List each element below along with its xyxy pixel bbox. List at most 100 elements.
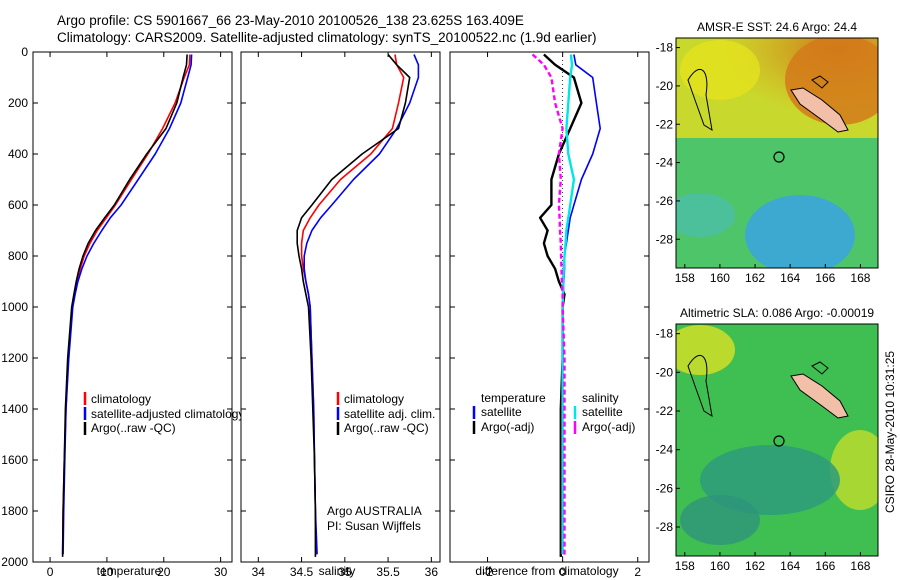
vanuatu-coastline xyxy=(811,361,829,375)
csiro-timestamp: CSIRO 28-May-2010 10:31:25 xyxy=(883,351,897,513)
map-y-tick-label: -24 xyxy=(656,156,674,170)
legend-climatology-label: climatology xyxy=(91,392,151,406)
sst-map-axes: 158 160 162 164 166 168 -18 -20 -22 -24 -26 -28 xyxy=(656,41,871,285)
temperature-plot-area xyxy=(32,51,233,563)
sla-map-axes: 158 160 162 164 166 168 -18 -20 -22 -24 -26 -28 xyxy=(656,327,871,573)
legend-climatology-label: climatology xyxy=(344,392,404,406)
chesterfield-coastline xyxy=(687,354,713,418)
x-tick-label: 35 xyxy=(338,565,352,579)
x-tick-label: 0 xyxy=(559,565,566,579)
map-x-tick-label: 166 xyxy=(815,559,835,573)
title-line-2: Climatology: CARS2009. Satellite-adjuste… xyxy=(57,30,597,45)
sla-field xyxy=(676,324,878,556)
map-y-tick-label: -24 xyxy=(656,443,674,457)
x-tick-label: -2 xyxy=(482,565,493,579)
map-y-tick-label: -20 xyxy=(656,79,674,93)
map-y-tick-label: -18 xyxy=(656,41,674,55)
sst-cool-patch xyxy=(676,193,735,237)
sst-field xyxy=(676,38,878,268)
map-y-tick-label: -20 xyxy=(656,365,674,379)
map-y-tick-label: -22 xyxy=(656,404,674,418)
map-x-tick-label: 162 xyxy=(745,559,765,573)
legend-temp-argo-label: Argo(-adj) xyxy=(481,420,534,434)
map-y-tick-label: -28 xyxy=(656,232,674,246)
y-tick-label: 1600 xyxy=(1,453,28,467)
x-tick-label: 34 xyxy=(252,565,266,579)
series-line xyxy=(296,53,411,557)
difference-legend: temperature satellite Argo(-adj) salinit… xyxy=(472,391,635,434)
chesterfield-coastline xyxy=(687,68,713,132)
temperature-x-label: temperature xyxy=(97,564,162,578)
salinity-profiles xyxy=(296,53,420,557)
y-tick-label: 1200 xyxy=(1,351,28,365)
legend-satellite-label: satellite adj. clim. xyxy=(344,407,435,421)
vanuatu-coastline xyxy=(811,75,829,89)
sla-map-title: Altimetric SLA: 0.086 Argo: -0.00019 xyxy=(680,306,874,320)
legend-argo-label: Argo(..raw -QC) xyxy=(344,421,429,435)
y-tick-label: 600 xyxy=(8,198,28,212)
sst-map-frame xyxy=(675,37,879,269)
x-tick-label: 30 xyxy=(214,565,228,579)
map-y-tick-label: -26 xyxy=(656,481,674,495)
y-tick-label: 1000 xyxy=(1,300,28,314)
y-tick-label: 0 xyxy=(21,45,28,59)
salinity-panel: 34 34.5 35 35.5 36 climatology satellite adj… xyxy=(240,51,441,579)
sla-map-frame xyxy=(675,323,879,557)
sla-yellow-patch xyxy=(830,430,878,510)
legend-salinity-title: salinity xyxy=(582,391,619,405)
map-x-tick-label: 164 xyxy=(780,271,800,285)
legend-sal-satellite-label: satellite xyxy=(582,405,623,419)
y-tick-label: 1800 xyxy=(1,504,28,518)
x-tick-label: 36 xyxy=(425,565,439,579)
legend-temperature-title: temperature xyxy=(481,391,546,405)
x-tick-label: 0 xyxy=(47,565,54,579)
y-tick-label: 200 xyxy=(8,96,28,110)
sst-map: AMSR-E SST: 24.6 Argo: 24.4 158 160 162 164… xyxy=(656,20,879,285)
legend-satellite-label: satellite-adjusted climatology xyxy=(91,407,244,421)
x-tick-label: 20 xyxy=(157,565,171,579)
x-tick-label: 10 xyxy=(100,565,114,579)
map-y-tick-label: -18 xyxy=(656,327,674,341)
difference-profiles xyxy=(531,53,602,557)
y-tick-label: 2000 xyxy=(1,555,28,569)
y-tick-label: 1400 xyxy=(1,402,28,416)
y-tick-label: 400 xyxy=(8,147,28,161)
difference-panel: -2 0 2 temperature satellite Argo(-adj) sa… xyxy=(449,51,650,579)
sst-map-title: AMSR-E SST: 24.6 Argo: 24.4 xyxy=(697,20,857,34)
legend-argo-label: Argo(..raw -QC) xyxy=(91,421,176,435)
temperature-legend: climatology satellite-adjusted climatolo… xyxy=(83,392,244,435)
profile-location-marker xyxy=(773,151,785,163)
salinity-x-label: salinity xyxy=(319,564,356,578)
map-x-tick-label: 162 xyxy=(745,271,765,285)
temperature-axes: 0 10 20 30 0 200 400 600 800 1000 1200 1400 1600 1800… xyxy=(1,45,232,579)
title-line-1: Argo profile: CS 5901667_66 23-May-2010 … xyxy=(57,13,524,28)
map-y-tick-label: -26 xyxy=(656,194,674,208)
series-line xyxy=(303,54,420,555)
sst-yellow-patch xyxy=(680,40,760,100)
profile-location-marker xyxy=(773,435,785,447)
map-x-tick-label: 168 xyxy=(850,559,870,573)
new-caledonia-land xyxy=(790,87,849,133)
argo-pi-label: PI: Susan Wijffels xyxy=(327,519,421,533)
sst-cool-patch xyxy=(745,195,855,268)
map-x-tick-label: 168 xyxy=(850,271,870,285)
map-x-tick-label: 160 xyxy=(710,559,730,573)
map-x-tick-label: 166 xyxy=(815,271,835,285)
sla-map: Altimetric SLA: 0.086 Argo: -0.00019 158… xyxy=(656,306,879,573)
map-x-tick-label: 160 xyxy=(710,271,730,285)
series-line xyxy=(561,54,576,555)
map-x-tick-label: 158 xyxy=(675,559,695,573)
x-tick-label: 2 xyxy=(634,565,641,579)
map-y-tick-label: -28 xyxy=(656,520,674,534)
x-tick-label: 34.5 xyxy=(290,565,314,579)
salinity-axes: 34 34.5 35 35.5 36 xyxy=(241,51,440,579)
series-line xyxy=(531,53,566,557)
difference-plot-area xyxy=(449,51,650,563)
y-tick-label: 800 xyxy=(8,249,28,263)
new-caledonia-land xyxy=(790,373,849,419)
legend-sal-argo-label: Argo(-adj) xyxy=(582,420,635,434)
difference-x-label: difference from climatology xyxy=(475,564,618,578)
salinity-legend: climatology satellite adj. clim. Argo(..… xyxy=(336,392,435,435)
map-x-tick-label: 158 xyxy=(675,271,695,285)
